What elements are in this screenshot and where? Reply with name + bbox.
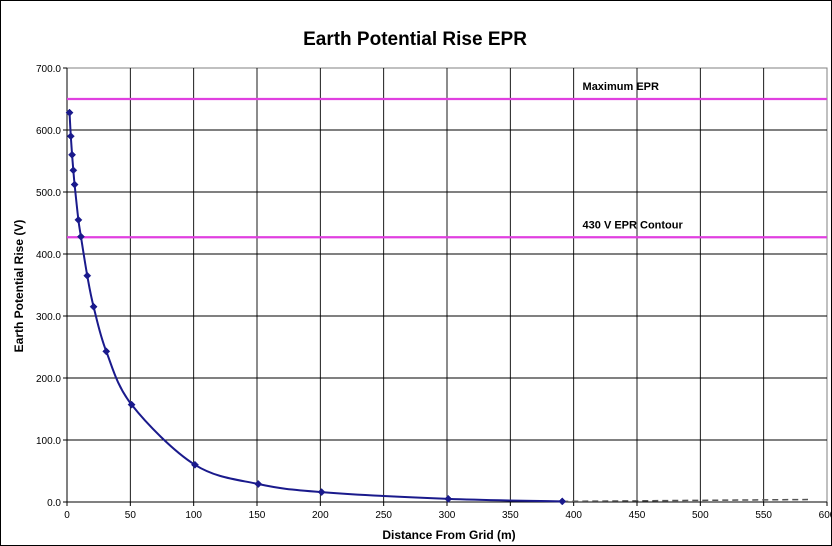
data-point-marker [68,150,77,159]
x-tick-label: 300 [439,510,456,521]
data-point-marker [102,347,111,356]
reference-line-label-1: 430 V EPR Contour [583,219,684,231]
data-point-marker [89,302,98,311]
data-point-marker [70,180,79,189]
y-tick-label: 0.0 [47,498,61,509]
y-tick-label: 500.0 [36,188,61,199]
grid [63,67,828,506]
x-tick-label: 200 [312,510,329,521]
series-extension-line [562,498,809,503]
data-point-marker [83,271,92,280]
data-point-marker [127,400,136,409]
y-axis-label: Earth Potential Rise (V) [12,220,26,353]
x-tick-label: 150 [249,510,266,521]
data-point-marker [254,480,263,488]
series-layer [65,108,809,506]
x-tick-label: 50 [125,510,137,521]
x-tick-label: 350 [502,510,519,521]
x-axis-label: Distance From Grid (m) [382,528,515,542]
y-tick-label: 600.0 [36,126,61,137]
x-tick-label: 550 [755,510,772,521]
y-tick-label: 700.0 [36,64,61,75]
reference-line-label-0: Maximum EPR [583,81,659,93]
y-tick-label: 400.0 [36,250,61,261]
data-point-marker [444,494,453,503]
y-tick-label: 300.0 [36,312,61,323]
data-point-marker [66,132,75,141]
x-tick-label: 450 [629,510,646,521]
reference-lines: Maximum EPR 430 V EPR Contour [67,81,827,239]
x-tick-label: 500 [692,510,709,521]
data-point-marker [558,497,567,506]
data-point-marker [76,232,85,241]
x-tick-label: 100 [185,510,202,521]
x-tick-label: 400 [565,510,582,521]
x-tick-label: 0 [64,510,70,521]
data-point-marker [317,488,326,497]
data-point-marker [190,460,199,469]
y-tick-label: 100.0 [36,436,61,447]
series-line-0 [68,112,563,503]
x-tick-label: 250 [375,510,392,521]
y-tick-label: 200.0 [36,374,61,385]
data-point-marker [74,215,83,224]
chart-title: Earth Potential Rise EPR [303,29,527,50]
x-tick-label: 600 [819,510,831,521]
data-point-marker [69,166,78,175]
tick-labels: 0 50 100 150 200 250 300 350 400 450 500 550 600 0.0 1… [36,64,831,521]
data-point-marker [65,108,74,117]
